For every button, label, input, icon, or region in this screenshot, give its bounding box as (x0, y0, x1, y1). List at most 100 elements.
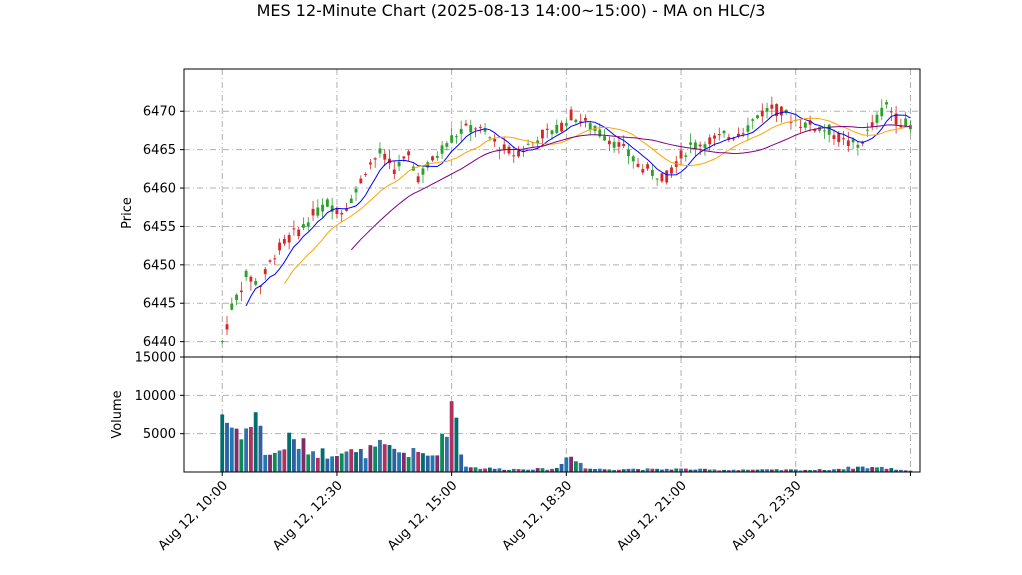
price-tick-label: 6445 (143, 297, 176, 312)
volume-bar (855, 466, 860, 472)
chart-title: MES 12-Minute Chart (2025-08-13 14:00~15… (257, 1, 766, 20)
candle-body (842, 138, 845, 140)
volume-bar (325, 458, 330, 472)
candle-body (416, 176, 420, 183)
candle-body (789, 122, 793, 124)
candle-body (292, 228, 296, 230)
x-tick-label: Aug 12, 10:00 (156, 478, 232, 554)
volume-bar (588, 468, 593, 472)
candle-body (287, 234, 291, 243)
candle-body (584, 117, 587, 121)
candle-body (335, 208, 339, 215)
candle-body (574, 119, 578, 122)
moving-average-line (283, 117, 911, 284)
price-frame (183, 68, 921, 358)
price-grid (184, 69, 920, 357)
volume-bar (846, 466, 851, 472)
volume-bar (368, 445, 373, 472)
volume-bar (789, 469, 793, 472)
candle-body (713, 135, 716, 139)
volume-bar (765, 469, 769, 472)
candle-body (698, 144, 702, 147)
candle-body (756, 115, 759, 119)
volume-bar (898, 469, 903, 472)
candle-body (588, 123, 592, 130)
volume-bar (363, 458, 368, 472)
candle-body (235, 294, 239, 301)
volume-bar (626, 468, 631, 472)
volume-bar (425, 455, 430, 472)
candle-body (297, 229, 301, 237)
volume-bar (339, 453, 344, 472)
candle-body (832, 135, 836, 140)
volume-bar (358, 448, 363, 472)
volume-bars (220, 401, 913, 472)
volume-bar (655, 468, 660, 472)
volume-bar (478, 468, 483, 472)
volume-bar (234, 428, 239, 472)
candle-body (665, 170, 669, 183)
candle-body (364, 173, 368, 175)
volume-bar (516, 469, 521, 472)
volume-bar (674, 468, 679, 472)
candle-body (378, 148, 382, 154)
candle-body (803, 122, 807, 128)
volume-bar (430, 455, 435, 472)
candle-body (426, 162, 430, 168)
volume-bar (306, 454, 311, 472)
volume-bar (349, 449, 354, 472)
volume-bar (406, 457, 411, 472)
candle-body (392, 169, 396, 175)
candle-body (450, 135, 454, 143)
candle-body (717, 134, 721, 136)
volume-bar (827, 470, 832, 472)
volume-bar (793, 469, 798, 472)
candle-body (732, 138, 736, 140)
volume-bar (812, 469, 817, 472)
volume-bar (502, 469, 507, 472)
volume-bar (344, 451, 349, 472)
candle-body (321, 204, 325, 212)
price-tick-label: 6455 (143, 220, 176, 235)
candle-body (273, 258, 277, 260)
candle-body (813, 129, 817, 132)
candle-body (660, 173, 664, 182)
price-y-ticks: 6440 6445 6450 6455 6460 6465 6470 (143, 105, 184, 350)
candle-body (311, 208, 315, 216)
volume-bar (320, 448, 325, 472)
candle-body (507, 146, 511, 154)
moving-average-line (245, 111, 911, 307)
volume-bar (616, 469, 621, 472)
candle-body (354, 188, 358, 193)
volume-bar (832, 469, 836, 472)
price-tick-label: 6465 (143, 143, 176, 158)
candle-body (598, 129, 602, 137)
volume-bar (387, 445, 392, 472)
volume-bar (650, 468, 655, 472)
candle-body (612, 141, 616, 148)
volume-bar (464, 466, 468, 472)
price-axis-label: Price (120, 197, 135, 229)
volume-tick-label: 5000 (143, 427, 176, 442)
candle-body (478, 126, 482, 128)
volume-bar (416, 451, 421, 472)
candle-body (388, 158, 391, 164)
volume-bar (473, 467, 478, 472)
candle-body (560, 122, 563, 132)
volume-bar (335, 455, 339, 472)
candle-body (244, 270, 248, 278)
volume-bar (731, 469, 736, 472)
volume-bar (483, 468, 488, 472)
price-panel: 6440 6445 6450 6455 6460 6465 6470 Price (120, 68, 921, 358)
candle-body (239, 290, 243, 293)
candle-body (693, 142, 697, 149)
candle-body (885, 102, 888, 105)
candle-body (679, 150, 683, 159)
candle-body (325, 199, 329, 207)
volume-bar (660, 469, 664, 472)
candle-body (440, 145, 444, 154)
moving-average-line (350, 124, 911, 251)
volume-bar (712, 469, 717, 472)
x-tick-label: Aug 12, 21:00 (614, 478, 690, 554)
